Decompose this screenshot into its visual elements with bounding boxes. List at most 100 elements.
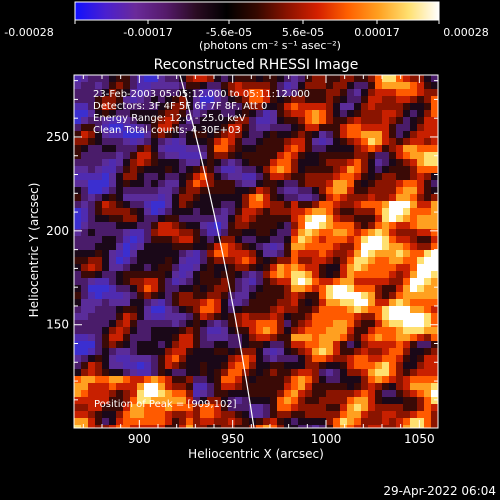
heatmap-cell xyxy=(214,215,222,223)
heatmap-cell xyxy=(74,124,82,132)
heatmap-cell xyxy=(291,383,299,391)
heatmap-cell xyxy=(172,306,180,314)
heatmap-cell xyxy=(123,208,131,216)
heatmap-cell xyxy=(312,278,320,286)
heatmap-cell xyxy=(95,264,103,272)
heatmap-cell xyxy=(270,376,278,384)
heatmap-cell xyxy=(95,166,103,174)
heatmap-cell xyxy=(291,110,299,118)
heatmap-cell xyxy=(256,362,264,370)
heatmap-cell xyxy=(235,348,243,356)
heatmap-cell xyxy=(298,390,306,398)
heatmap-cell xyxy=(340,306,348,314)
heatmap-cell xyxy=(326,229,334,237)
heatmap-cell xyxy=(368,299,376,307)
heatmap-cell xyxy=(389,89,397,97)
heatmap-cell xyxy=(200,89,208,97)
heatmap-cell xyxy=(74,404,82,412)
heatmap-cell xyxy=(361,397,369,405)
heatmap-cell xyxy=(291,124,299,132)
heatmap-cell xyxy=(417,215,425,223)
heatmap-cell xyxy=(263,271,271,279)
heatmap-cell xyxy=(116,348,124,356)
heatmap-cell xyxy=(347,271,355,279)
heatmap-cell xyxy=(214,110,222,118)
heatmap-cell xyxy=(403,271,411,279)
heatmap-cell xyxy=(431,257,438,265)
heatmap-cell xyxy=(256,320,264,328)
heatmap-cell xyxy=(382,355,390,363)
heatmap-cell xyxy=(200,222,208,230)
heatmap-cell xyxy=(102,215,110,223)
heatmap-cell xyxy=(396,82,404,90)
heatmap-cell xyxy=(298,369,306,377)
heatmap-cell xyxy=(284,250,292,258)
heatmap-cell xyxy=(123,264,131,272)
heatmap-cell xyxy=(249,124,257,132)
heatmap-cell xyxy=(298,383,306,391)
heatmap-cell xyxy=(382,348,390,356)
heatmap-cell xyxy=(221,369,229,377)
heatmap-cell xyxy=(200,124,208,132)
heatmap-cell xyxy=(396,145,404,153)
heatmap-cell xyxy=(109,355,117,363)
heatmap-cell xyxy=(263,264,271,272)
heatmap-cell xyxy=(319,145,327,153)
heatmap-cell xyxy=(130,257,138,265)
heatmap-cell xyxy=(270,229,278,237)
heatmap-cell xyxy=(200,264,208,272)
heatmap-cell xyxy=(382,159,390,167)
heatmap-cell xyxy=(375,96,383,104)
heatmap-cell xyxy=(235,159,243,167)
heatmap-cell xyxy=(298,187,306,195)
heatmap-cell xyxy=(200,271,208,279)
heatmap-cell xyxy=(403,215,411,223)
heatmap-cell xyxy=(263,369,271,377)
heatmap-cell xyxy=(158,152,166,160)
heatmap-cell xyxy=(186,327,194,335)
heatmap-cell xyxy=(382,222,390,230)
heatmap-cell xyxy=(410,425,418,428)
heatmap-cell xyxy=(74,327,82,335)
heatmap-cell xyxy=(116,418,124,426)
heatmap-cell xyxy=(431,425,438,428)
heatmap-cell xyxy=(186,236,194,244)
heatmap-cell xyxy=(214,271,222,279)
heatmap-cell xyxy=(305,236,313,244)
heatmap-cell xyxy=(403,201,411,209)
heatmap-cell xyxy=(396,159,404,167)
heatmap-cell xyxy=(116,306,124,314)
heatmap-cell xyxy=(242,362,250,370)
heatmap-cell xyxy=(137,257,145,265)
heatmap-cell xyxy=(298,285,306,293)
heatmap-cell xyxy=(312,229,320,237)
heatmap-cell xyxy=(340,383,348,391)
heatmap-cell xyxy=(284,355,292,363)
heatmap-cell xyxy=(137,271,145,279)
heatmap-cell xyxy=(130,376,138,384)
heatmap-cell xyxy=(123,145,131,153)
heatmap-cell xyxy=(109,75,117,83)
heatmap-cell xyxy=(200,299,208,307)
heatmap-cell xyxy=(186,166,194,174)
heatmap-cell xyxy=(221,124,229,132)
heatmap-cell xyxy=(417,257,425,265)
heatmap-cell xyxy=(417,159,425,167)
heatmap-cell xyxy=(116,96,124,104)
heatmap-cell xyxy=(375,397,383,405)
heatmap-cell xyxy=(179,173,187,181)
heatmap-cell xyxy=(137,418,145,426)
heatmap-cell xyxy=(256,138,264,146)
heatmap-cell xyxy=(403,257,411,265)
heatmap-cell xyxy=(340,320,348,328)
heatmap-cell xyxy=(123,166,131,174)
heatmap-cell xyxy=(200,327,208,335)
heatmap-cell xyxy=(102,264,110,272)
heatmap-cell xyxy=(102,257,110,265)
heatmap-cell xyxy=(319,180,327,188)
heatmap-cell xyxy=(221,243,229,251)
heatmap-cell xyxy=(207,236,215,244)
heatmap-cell xyxy=(256,145,264,153)
heatmap-cell xyxy=(291,75,299,83)
heatmap-cell xyxy=(123,103,131,111)
